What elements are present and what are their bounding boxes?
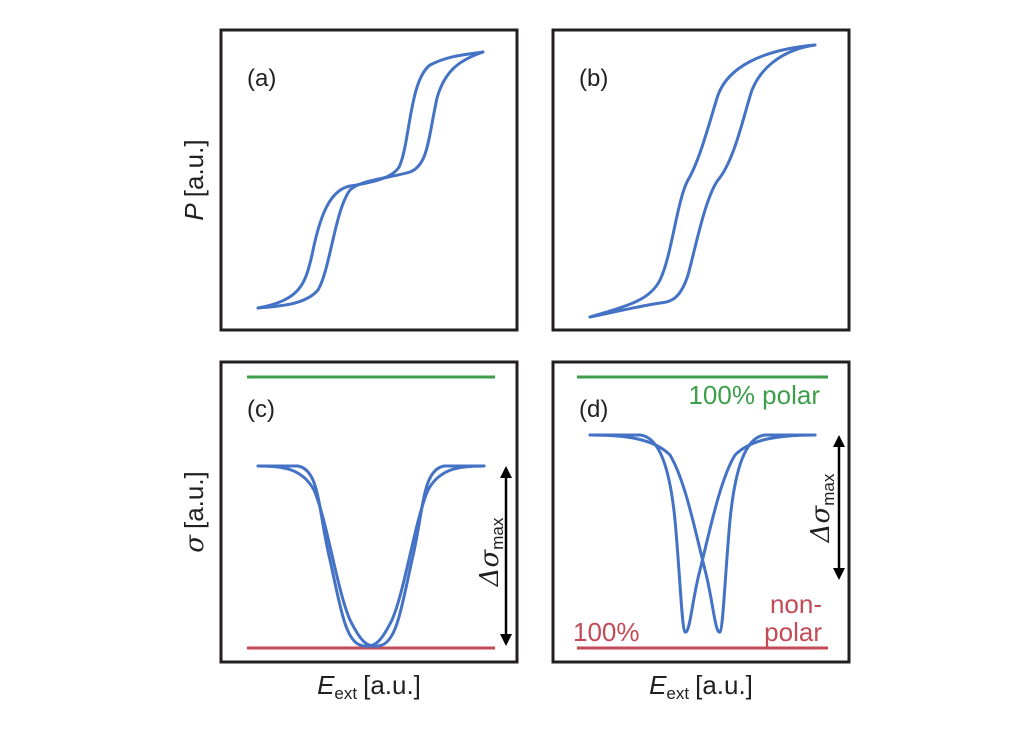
panel-c-delta-sub: max <box>488 517 507 550</box>
panel-d-arrow-top <box>833 435 845 447</box>
x-axis-d-sub: ext <box>666 684 689 703</box>
panel-c-arrow-top <box>500 466 512 478</box>
nonpolar-annotation-prefix: 100% <box>573 617 640 647</box>
panel-b-curve-down <box>588 43 817 319</box>
x-axis-d-unit: [a.u.] <box>695 670 753 700</box>
x-axis-d-symbol: E <box>649 670 667 700</box>
panel-label-d: (d) <box>579 396 608 423</box>
panel-d-curve-right <box>588 433 817 634</box>
panel-c-frame <box>219 360 519 664</box>
y-axis-sigma-symbol: σ <box>180 534 210 553</box>
y-axis-sigma-unit: [a.u.] <box>179 471 209 529</box>
panel-b-curve-up <box>588 43 817 319</box>
x-axis-c-unit: [a.u.] <box>363 670 421 700</box>
panel-d-frame <box>551 360 851 664</box>
panel-d-delta-symbol: Δσ <box>806 505 836 544</box>
panel-label-c: (c) <box>247 396 275 423</box>
panel-d-delta-sub: max <box>819 473 838 506</box>
panel-label-a: (a) <box>247 65 276 92</box>
panel-c-delta-label: Δσmax <box>475 517 507 587</box>
x-axis-c-sub: ext <box>334 684 357 703</box>
panel-c-curve-left <box>256 464 486 648</box>
nonpolar-annotation-line2: polar <box>764 617 822 647</box>
panel-b-frame <box>551 28 851 332</box>
panel-label-b: (b) <box>579 65 608 92</box>
nonpolar-annotation-line1: non- <box>770 589 822 619</box>
y-axis-p-unit: [a.u.] <box>179 139 209 197</box>
panel-d-delta-label: Δσmax <box>806 473 838 543</box>
panel-a-curve-down <box>256 50 485 310</box>
panel-c-arrow-bottom <box>500 634 512 646</box>
x-axis-label-d: Eext [a.u.] <box>649 670 753 703</box>
x-axis-c-symbol: E <box>317 670 335 700</box>
x-axis-label-c: Eext [a.u.] <box>317 670 421 703</box>
panel-c-delta-symbol: Δσ <box>475 549 505 588</box>
y-axis-label-sigma: σ [a.u.] <box>179 471 210 553</box>
panel-c-curve-right <box>256 464 486 648</box>
polar-annotation: 100% polar <box>688 380 820 410</box>
panel-d-curve-left <box>588 433 817 634</box>
panel-d-arrow-bottom <box>833 568 845 580</box>
y-axis-label-p: P [a.u.] <box>179 139 209 220</box>
y-axis-p-symbol: P <box>179 203 209 221</box>
